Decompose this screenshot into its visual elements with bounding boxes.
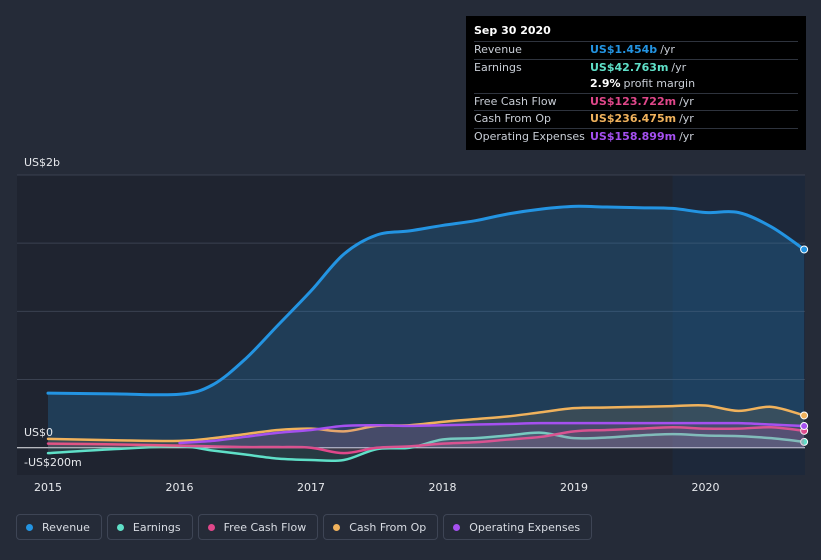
tooltip-row: Operating Expenses US$158.899m/yr [474,127,798,146]
tooltip-row: Cash From Op US$236.475m/yr [474,110,798,128]
x-tick-label: 2015 [34,481,62,494]
x-tick-label: 2020 [692,481,720,494]
tooltip-row: Free Cash Flow US$123.722m/yr [474,92,798,111]
revenue-end-point [800,245,809,254]
free-cash-flow-area [48,427,805,454]
legend-item[interactable]: Operating Expenses [443,514,593,540]
revenue-line [46,204,806,397]
legend-label: Operating Expenses [469,520,581,534]
legend-label: Earnings [132,520,181,534]
legend-dot-icon [207,523,215,531]
tooltip-row-label: Revenue [474,43,522,56]
tooltip-row-value: US$42.763m [590,60,669,74]
tooltip-row-value: US$1.454b [590,43,658,56]
tooltip-row-label: Earnings [474,60,522,74]
tooltip-row-label [474,76,590,93]
free-cash-flow-line [46,425,806,455]
legend-dot-icon [26,523,33,531]
legend-label: Free Cash Flow [223,520,307,534]
legend-item[interactable]: Earnings [106,514,193,540]
tooltip-row-unit: profit margin [623,77,696,90]
legend-dot-icon [453,523,461,531]
revenue-area [48,206,805,448]
cash-from-op-end-point [800,411,809,420]
tooltip-row-unit: /yr [679,129,694,143]
tooltip-row-unit: /yr [660,43,675,56]
legend-item[interactable]: Revenue [16,514,102,540]
tooltip-row-unit: /yr [679,112,694,125]
x-axis: 2015 2016 2017 2018 2019 2020 [34,481,720,494]
x-tick-label: 2017 [297,481,325,494]
cash-from-op-line [46,403,806,443]
tooltip-row-value: US$236.475m [590,112,677,125]
x-tick-label: 2016 [166,481,194,494]
tooltip-row-label: Operating Expenses [474,129,585,143]
earnings-line [46,431,806,463]
tooltip-row-value: 2.9% [590,77,621,90]
legend-label: Cash From Op [349,520,427,534]
tooltip-row-unit: /yr [671,60,687,74]
tooltip-date: Sep 30 2020 [474,24,551,37]
tooltip-row-value: US$123.722m [590,94,677,108]
tooltip-row-label: Free Cash Flow [474,94,557,108]
tooltip-row: 2.9% profit margin [474,76,798,93]
legend: Revenue Earnings Free Cash Flow Cash From O… [16,514,593,542]
x-tick-label: 2019 [560,481,588,494]
legend-item[interactable]: Cash From Op [323,514,439,540]
earnings-area [48,432,805,461]
operating-expenses-end-point [800,422,809,431]
tooltip-row-label: Cash From Op [474,112,552,125]
legend-dot-icon [116,523,124,531]
legend-item[interactable]: Free Cash Flow [197,514,319,540]
tooltip-row: Earnings US$42.763m/yr [474,58,798,77]
legend-dot-icon [333,523,341,531]
y-axis-top-label: US$2b [24,156,61,169]
tooltip-row-unit: /yr [679,94,694,108]
y-axis-zero-label: US$0 [24,426,54,439]
earnings-end-point [800,437,809,446]
operating-expenses-area [179,423,805,448]
x-tick-label: 2018 [429,481,457,494]
legend-label: Revenue [42,520,90,534]
tooltip-row-value: US$158.899m [590,129,677,143]
operating-expenses-line [178,421,806,445]
series-layer [46,204,809,463]
chart-area: 2015 2016 2017 2018 2019 2020 [17,174,809,494]
y-axis-bottom-label: -US$200m [24,456,82,469]
tooltip: Sep 30 2020 Revenue US$1.454b/yr Earnings U… [466,16,806,150]
tooltip-row: Revenue US$1.454b/yr [474,41,798,59]
